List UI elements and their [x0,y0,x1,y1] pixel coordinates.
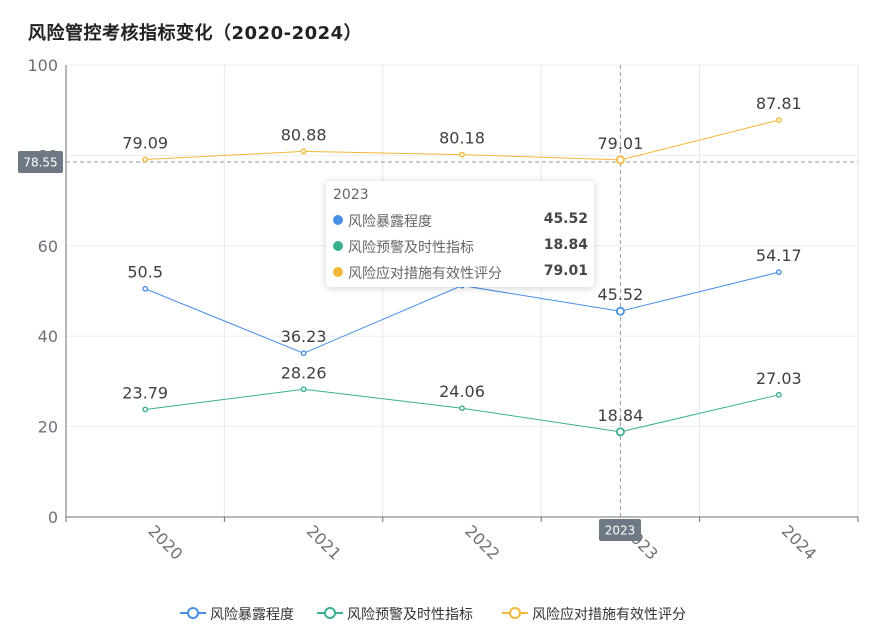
data-label: 23.79 [122,383,168,402]
tooltip-dot [333,267,343,277]
legend-line-circle-icon [180,607,206,619]
legend-line-circle-icon [317,607,343,619]
data-point[interactable] [300,386,307,393]
data-point[interactable] [142,406,149,413]
data-point[interactable] [300,350,307,357]
tooltip-series-name: 风险暴露程度 [348,214,432,230]
data-point[interactable] [459,405,465,412]
y-tick-label: 40 [38,327,58,346]
crosshair-x-label: 2023 [605,524,636,538]
legend-line-circle-icon [502,607,528,619]
chart-tooltip: 2023 风险暴露程度 45.52 风险预警及时性指标 18.84 风险应对措施… [326,181,594,287]
legend-label: 风险暴露程度 [210,607,294,623]
data-label: 45.52 [597,285,643,304]
data-label: 50.5 [127,263,163,282]
x-tick-label: 2022 [461,521,503,563]
legend-label: 风险预警及时性指标 [347,607,473,623]
data-point[interactable] [300,148,307,155]
data-label: 87.81 [756,94,802,113]
tooltip-row: 风险暴露程度 45.52 [333,210,588,232]
crosshair-y-label: 78.55 [23,155,57,169]
tooltip-series-value: 79.01 [543,263,588,279]
chart-title: 风险管控考核指标变化（2020-2024） [28,23,363,44]
crosshair-x-label-box [599,519,641,541]
chart-legend: 风险暴露程度 风险预警及时性指标 风险应对措施有效性评分 [0,603,888,625]
tooltip-series-name: 风险应对措施有效性评分 [348,266,502,282]
tooltip-series-value: 18.84 [543,237,588,253]
tooltip-dot [333,241,343,251]
tooltip-row: 风险预警及时性指标 18.84 [333,236,588,258]
data-point[interactable] [142,156,149,163]
data-point[interactable] [459,151,465,158]
data-point[interactable] [775,117,782,123]
data-label: 80.88 [281,125,327,144]
tooltip-series-value: 45.52 [543,211,588,227]
data-point[interactable] [775,269,782,276]
data-label: 36.23 [281,327,327,346]
data-label: 79.01 [597,134,643,153]
tooltip-title: 2023 [333,187,369,203]
data-label: 18.84 [597,406,643,425]
y-tick-label: 60 [38,237,58,256]
tooltip-dot [333,215,343,225]
data-label: 80.18 [439,129,485,148]
data-point[interactable] [775,391,782,398]
data-label: 24.06 [439,382,485,401]
y-tick-label: 100 [27,56,58,75]
tooltip-row: 风险应对措施有效性评分 79.01 [333,262,588,284]
crosshair-y-label-box [18,150,63,173]
y-tick-label: 20 [38,418,58,437]
data-label: 27.03 [756,369,802,388]
data-point[interactable] [615,155,625,165]
tooltip-series-name: 风险预警及时性指标 [348,240,474,256]
data-point[interactable] [615,427,625,437]
data-point[interactable] [615,306,625,316]
legend-label: 风险应对措施有效性评分 [532,607,686,623]
data-label: 28.26 [281,363,327,382]
x-tick-label: 2024 [778,521,820,563]
x-tick-label: 2020 [144,521,186,563]
y-tick-label: 0 [48,508,58,527]
x-tick-label: 2021 [303,521,345,563]
data-point[interactable] [142,285,149,292]
data-label: 79.09 [122,134,168,153]
data-label: 54.17 [756,246,802,265]
